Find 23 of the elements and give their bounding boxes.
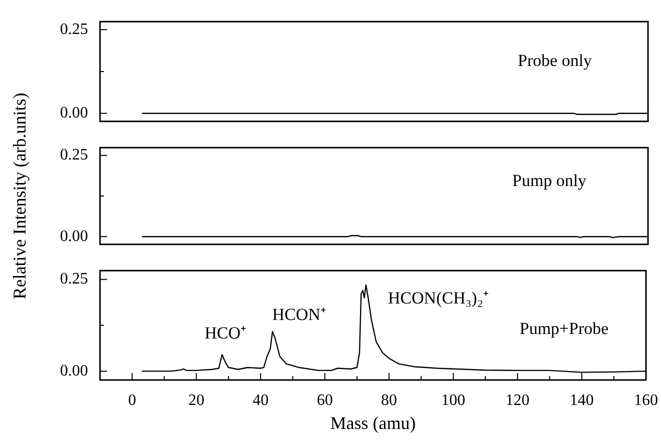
x-tick-label: 80 bbox=[381, 392, 398, 409]
y-tick-label: 0.00 bbox=[60, 104, 88, 122]
y-tick-label: 0.25 bbox=[60, 270, 88, 288]
x-tick-label: 160 bbox=[634, 392, 658, 409]
y-tick-label: 0.00 bbox=[60, 362, 88, 380]
annotation: HCO⁺ bbox=[204, 324, 247, 343]
y-axis-title: Relative Intensity (arb.units) bbox=[10, 92, 30, 300]
annotation: HCON(CH₃)₂⁺ bbox=[388, 288, 490, 308]
x-tick-label: 40 bbox=[252, 392, 269, 409]
annotation: Pump only bbox=[512, 170, 587, 190]
annotation: HCON⁺ bbox=[272, 304, 326, 324]
annotation: Pump+Probe bbox=[520, 319, 609, 338]
y-tick-label: 0.25 bbox=[60, 20, 88, 38]
x-tick-label: 60 bbox=[316, 392, 333, 409]
y-tick-label: 0.25 bbox=[60, 146, 88, 164]
annotation: Probe only bbox=[518, 50, 592, 70]
y-tick-label: 0.00 bbox=[60, 228, 88, 245]
x-tick-label: 140 bbox=[570, 392, 594, 409]
x-axis-title: Mass (amu) bbox=[330, 412, 416, 433]
x-tick-label: 100 bbox=[441, 392, 466, 409]
x-tick-label: 20 bbox=[188, 392, 204, 409]
x-tick-label: 120 bbox=[506, 392, 530, 409]
x-tick-label: 0 bbox=[128, 392, 136, 409]
